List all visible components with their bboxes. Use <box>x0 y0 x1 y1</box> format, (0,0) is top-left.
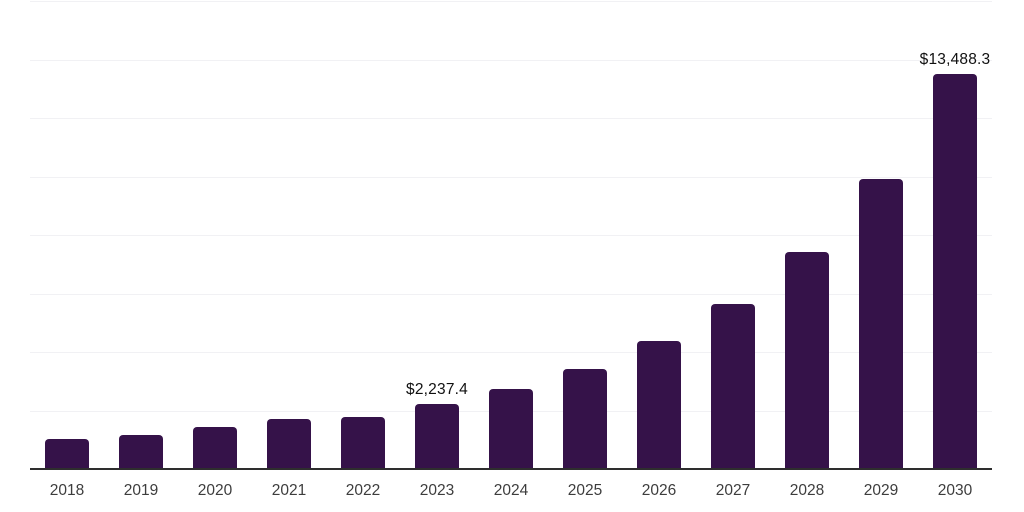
x-tick-2019: 2019 <box>123 482 159 499</box>
gridline <box>30 293 992 295</box>
bar-slot-2021 <box>252 1 326 469</box>
bar-2018 <box>45 439 89 469</box>
gridline <box>30 235 992 236</box>
gridline <box>30 1 992 2</box>
x-tick-2027: 2027 <box>715 482 751 499</box>
bar-slot-2030: $13,488.3 <box>918 1 992 469</box>
bar-slot-2026 <box>622 1 696 469</box>
x-tick-2021: 2021 <box>271 482 307 499</box>
bar-slot-2018 <box>30 1 104 469</box>
bar-2030: $13,488.3 <box>920 51 990 469</box>
bar-2028 <box>785 251 829 469</box>
x-tick-2030: 2030 <box>937 482 973 499</box>
value-label-2023: $2,237.4 <box>406 380 468 398</box>
x-tick-2023: 2023 <box>419 482 455 499</box>
bar-2027 <box>711 303 755 469</box>
bar-slot-2027 <box>696 1 770 469</box>
x-tick-2020: 2020 <box>197 482 233 499</box>
x-axis-line <box>30 468 992 470</box>
bar-slot-2029 <box>844 1 918 469</box>
x-tick-2024: 2024 <box>493 482 529 499</box>
bar-slot-2022 <box>326 1 400 469</box>
x-axis-labels: 2018 2019 2020 2021 2022 2023 2024 2025 2026 2027… <box>30 482 992 500</box>
bar-slot-2024 <box>474 1 548 469</box>
bar-2022 <box>341 416 385 469</box>
bar-2029 <box>859 179 903 469</box>
x-tick-2026: 2026 <box>641 482 677 499</box>
x-tick-2028: 2028 <box>789 482 825 499</box>
bar-2024 <box>489 389 533 469</box>
bars-container: $2,237.4 $13,488.3 <box>30 1 992 469</box>
gridline <box>30 118 992 119</box>
bar-2025 <box>563 369 607 469</box>
bar-2021 <box>267 419 311 469</box>
x-tick-2025: 2025 <box>567 482 603 499</box>
bar-2020 <box>193 427 237 469</box>
gridline <box>30 352 992 353</box>
bar-slot-2023: $2,237.4 <box>400 1 474 469</box>
bar-slot-2019 <box>104 1 178 469</box>
x-tick-2018: 2018 <box>49 482 85 499</box>
bar-slot-2025 <box>548 1 622 469</box>
bar-2023: $2,237.4 <box>406 381 468 469</box>
value-label-2030: $13,488.3 <box>919 51 991 69</box>
bar-slot-2028 <box>770 1 844 469</box>
bar-2026 <box>637 341 681 469</box>
bar-slot-2020 <box>178 1 252 469</box>
gridline <box>30 176 992 178</box>
bar-2019 <box>119 435 163 469</box>
plot-area: $2,237.4 $13,488.3 <box>30 1 992 470</box>
x-tick-2022: 2022 <box>345 482 381 499</box>
gridline <box>30 59 992 61</box>
x-tick-2029: 2029 <box>863 482 899 499</box>
